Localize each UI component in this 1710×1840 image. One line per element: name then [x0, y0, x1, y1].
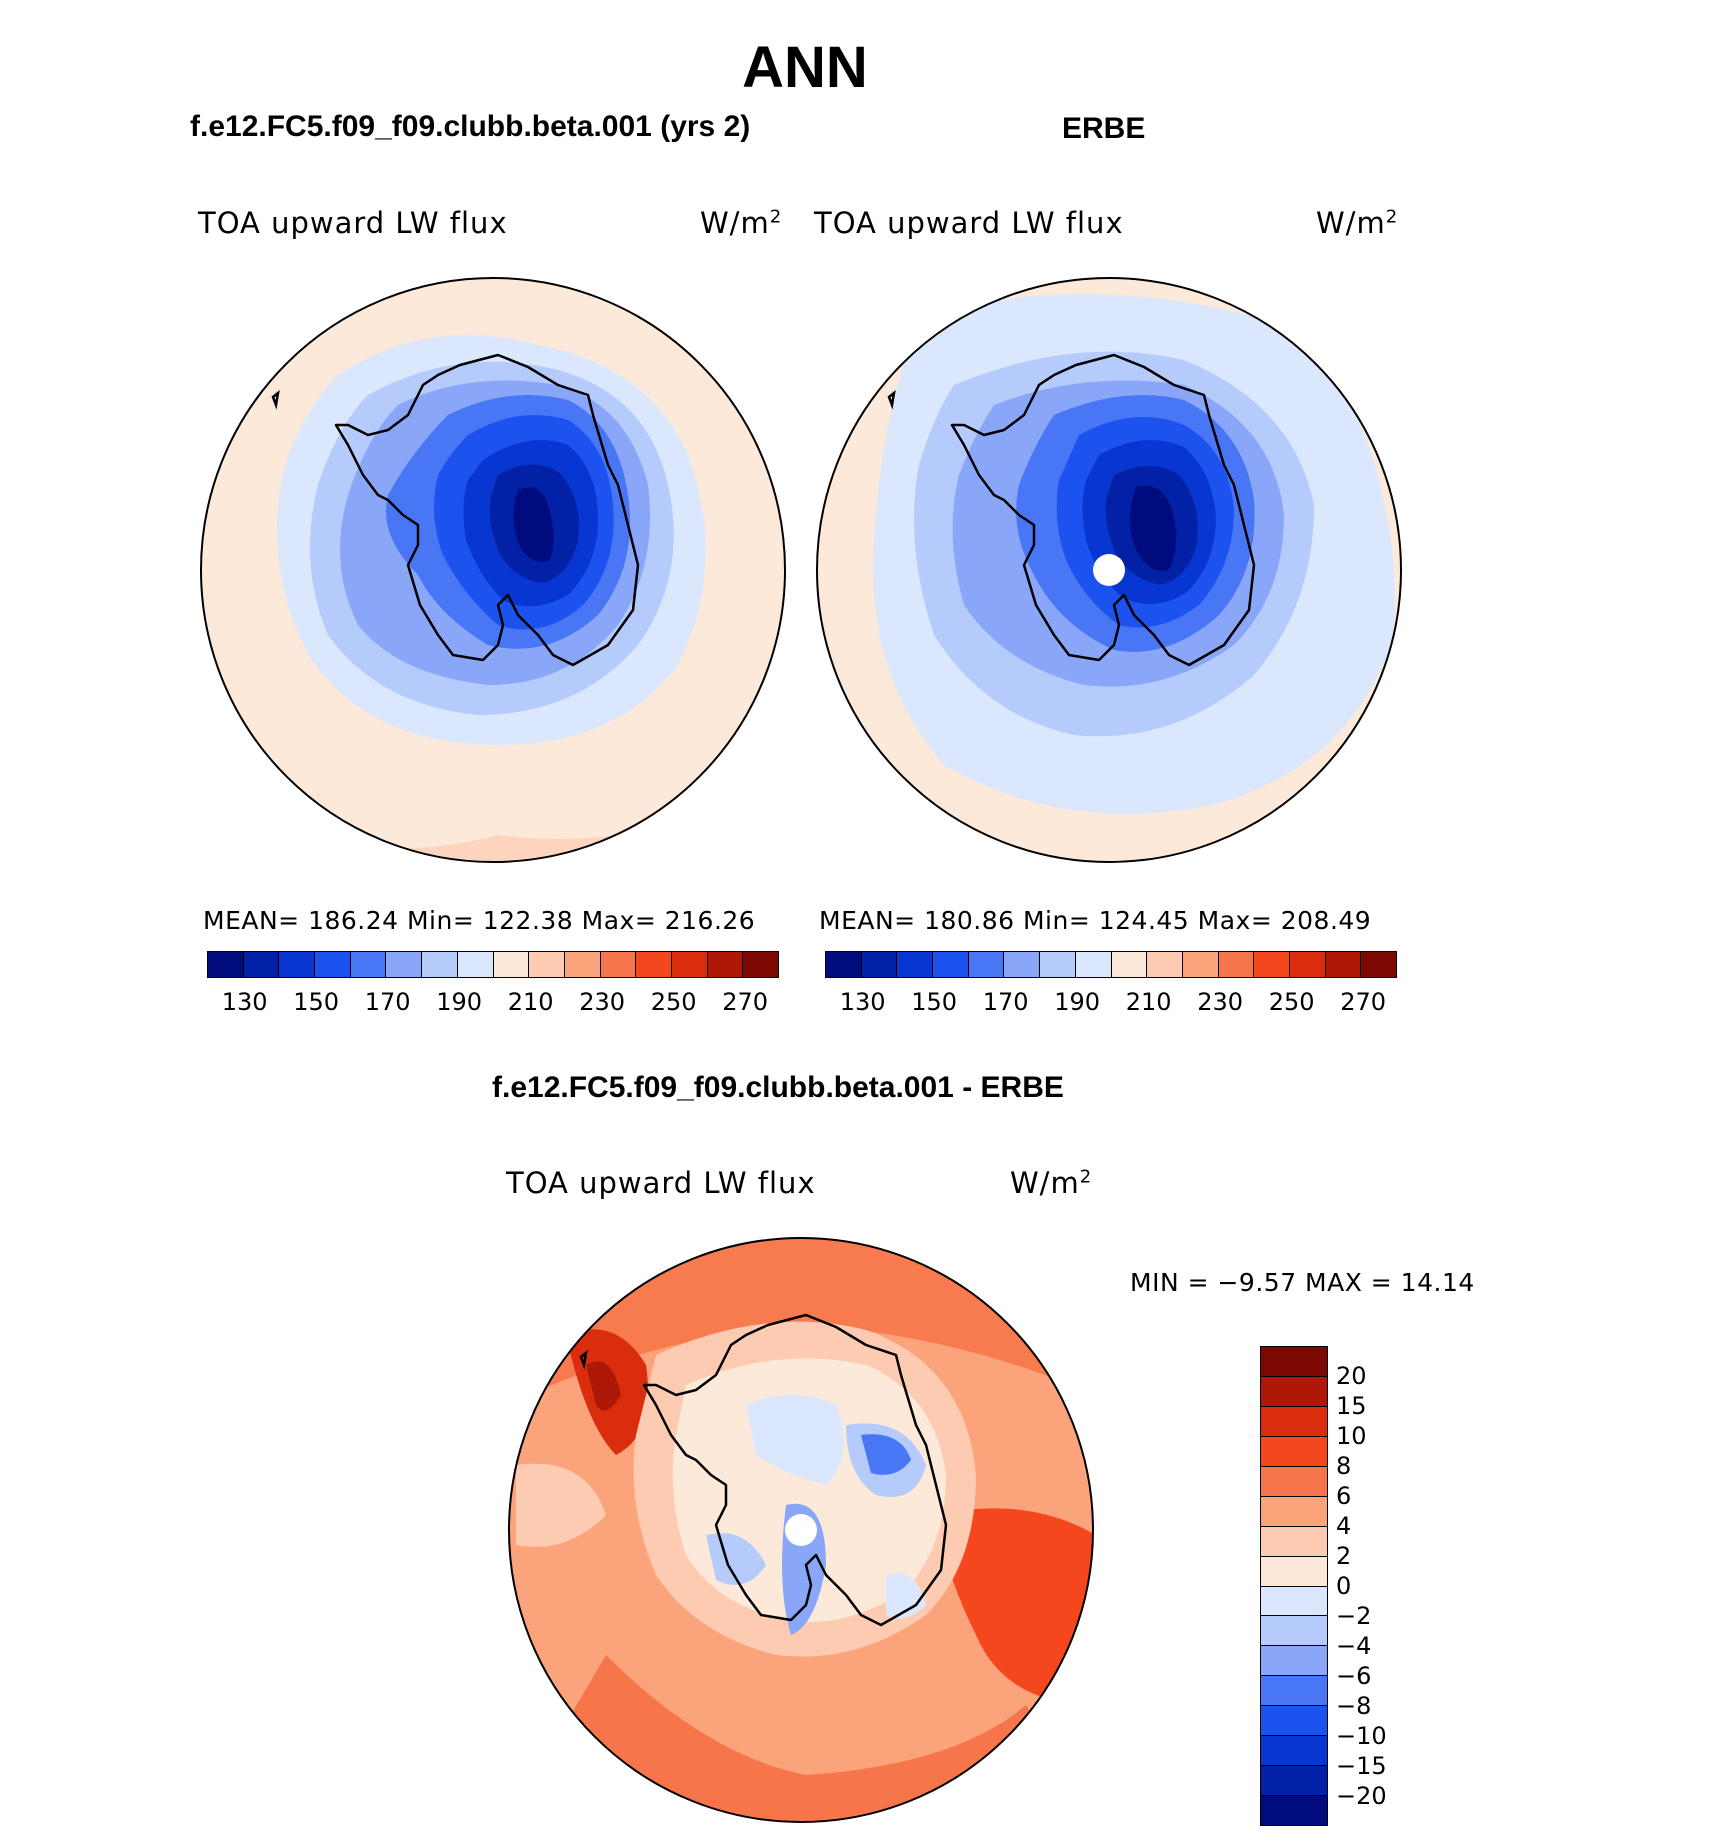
- colorbar-swatch: [1040, 952, 1076, 977]
- colorbar-swatch: [1004, 952, 1041, 977]
- colorbar-swatch: [1075, 952, 1112, 977]
- colorbar-swatch: [1218, 952, 1255, 977]
- colorbar-swatch: [968, 952, 1005, 977]
- colorbar-tick-label: 4: [1336, 1512, 1352, 1540]
- colorbar-swatch: [1261, 1466, 1327, 1497]
- colorbar-swatch: [1261, 1676, 1327, 1707]
- panel-3-variable-label: TOA upward LW flux: [506, 1166, 816, 1200]
- colorbar-tick-label: 150: [911, 988, 958, 1016]
- colorbar-tick-label: −8: [1336, 1692, 1372, 1720]
- colorbar-tick-label: 20: [1336, 1362, 1367, 1390]
- colorbar-swatch: [933, 952, 969, 977]
- colorbar-swatch: [1261, 1347, 1327, 1377]
- colorbar-swatch: [826, 952, 862, 977]
- colorbar-swatch: [493, 952, 530, 977]
- colorbar-tick-label: 170: [982, 988, 1029, 1016]
- colorbar-swatch: [861, 952, 898, 977]
- colorbar-swatch: [1261, 1406, 1327, 1437]
- colorbar-swatch: [1261, 1796, 1327, 1825]
- colorbar-tick-label: −4: [1336, 1632, 1372, 1660]
- colorbar-swatch: [1261, 1496, 1327, 1527]
- colorbar-swatch: [600, 952, 637, 977]
- panel-title-obs: ERBE: [1062, 112, 1146, 145]
- colorbar-tick-label: 0: [1336, 1572, 1352, 1600]
- colorbar-swatch: [1254, 952, 1290, 977]
- panel-1-stats: MEAN= 186.24 Min= 122.38 Max= 216.26: [203, 906, 756, 935]
- colorbar-swatch: [707, 952, 744, 977]
- colorbar-tick-label: −2: [1336, 1602, 1372, 1630]
- colorbar-tick-label: 270: [1340, 988, 1387, 1016]
- colorbar-swatch: [1111, 952, 1148, 977]
- panel-1-variable-label: TOA upward LW flux: [198, 206, 508, 240]
- colorbar-swatch: [243, 952, 280, 977]
- colorbar-swatch: [1261, 1436, 1327, 1467]
- colorbar-swatch: [1261, 1376, 1327, 1407]
- colorbar-swatch: [1261, 1526, 1327, 1557]
- colorbar-swatch: [422, 952, 458, 977]
- panel-2-stats: MEAN= 180.86 Min= 124.45 Max= 208.49: [819, 906, 1372, 935]
- colorbar-swatch: [1261, 1556, 1327, 1587]
- colorbar-tick-label: 250: [650, 988, 697, 1016]
- colorbar-tick-label: 8: [1336, 1452, 1352, 1480]
- colorbar-model: [207, 951, 779, 978]
- colorbar-tick-label: 6: [1336, 1482, 1352, 1510]
- colorbar-tick-label: 190: [1054, 988, 1101, 1016]
- colorbar-tick-label: 210: [1125, 988, 1172, 1016]
- panel-3-units-label: W/m2: [1010, 1166, 1093, 1200]
- colorbar-tick-label: 230: [1197, 988, 1244, 1016]
- colorbar-tick-label: −15: [1336, 1752, 1387, 1780]
- colorbar-swatch: [1261, 1766, 1327, 1797]
- polar-map-obs: [816, 277, 1402, 863]
- colorbar-swatch: [1261, 1736, 1327, 1767]
- colorbar-swatch: [743, 952, 778, 977]
- panel-1-units-label: W/m2: [700, 206, 783, 240]
- colorbar-swatch: [279, 952, 316, 977]
- figure-title: ANN: [742, 35, 868, 100]
- colorbar-swatch: [1289, 952, 1326, 977]
- colorbar-swatch: [1147, 952, 1183, 977]
- colorbar-swatch: [564, 952, 601, 977]
- colorbar-obs: [825, 951, 1397, 978]
- colorbar-tick-label: 2: [1336, 1542, 1352, 1570]
- colorbar-swatch: [457, 952, 494, 977]
- colorbar-tick-label: 10: [1336, 1422, 1367, 1450]
- colorbar-swatch: [1361, 952, 1396, 977]
- panel-2-variable-label: TOA upward LW flux: [814, 206, 1124, 240]
- panel-3-stats: MIN = −9.57 MAX = 14.14: [1130, 1268, 1475, 1297]
- colorbar-tick-label: 170: [364, 988, 411, 1016]
- colorbar-swatch: [386, 952, 423, 977]
- colorbar-swatch: [315, 952, 351, 977]
- colorbar-tick-label: 250: [1268, 988, 1315, 1016]
- colorbar-tick-label: −6: [1336, 1662, 1372, 1690]
- colorbar-swatch: [529, 952, 565, 977]
- colorbar-tick-label: −10: [1336, 1722, 1387, 1750]
- colorbar-tick-label: 15: [1336, 1392, 1367, 1420]
- colorbar-swatch: [671, 952, 708, 977]
- colorbar-swatch: [1261, 1586, 1327, 1617]
- colorbar-swatch: [1182, 952, 1219, 977]
- colorbar-swatch: [897, 952, 934, 977]
- colorbar-swatch: [1261, 1616, 1327, 1647]
- colorbar-swatch: [636, 952, 672, 977]
- colorbar-swatch: [1261, 1706, 1327, 1737]
- panel-2-units-label: W/m2: [1316, 206, 1399, 240]
- colorbar-diff: [1260, 1346, 1328, 1826]
- colorbar-tick-label: 210: [507, 988, 554, 1016]
- polar-map-model: [200, 277, 786, 863]
- colorbar-swatch: [208, 952, 244, 977]
- colorbar-swatch: [1261, 1646, 1327, 1677]
- colorbar-tick-label: 270: [722, 988, 769, 1016]
- diff-title: f.e12.FC5.f09_f09.clubb.beta.001 - ERBE: [492, 1071, 1064, 1104]
- colorbar-tick-label: 130: [839, 988, 886, 1016]
- polar-map-diff: [508, 1237, 1094, 1823]
- colorbar-swatch: [350, 952, 387, 977]
- colorbar-tick-label: 230: [579, 988, 626, 1016]
- colorbar-tick-label: 150: [293, 988, 340, 1016]
- panel-title-model: f.e12.FC5.f09_f09.clubb.beta.001 (yrs 2): [190, 110, 751, 143]
- colorbar-swatch: [1325, 952, 1362, 977]
- colorbar-tick-label: 130: [221, 988, 268, 1016]
- colorbar-tick-label: 190: [436, 988, 483, 1016]
- colorbar-tick-label: −20: [1336, 1782, 1387, 1810]
